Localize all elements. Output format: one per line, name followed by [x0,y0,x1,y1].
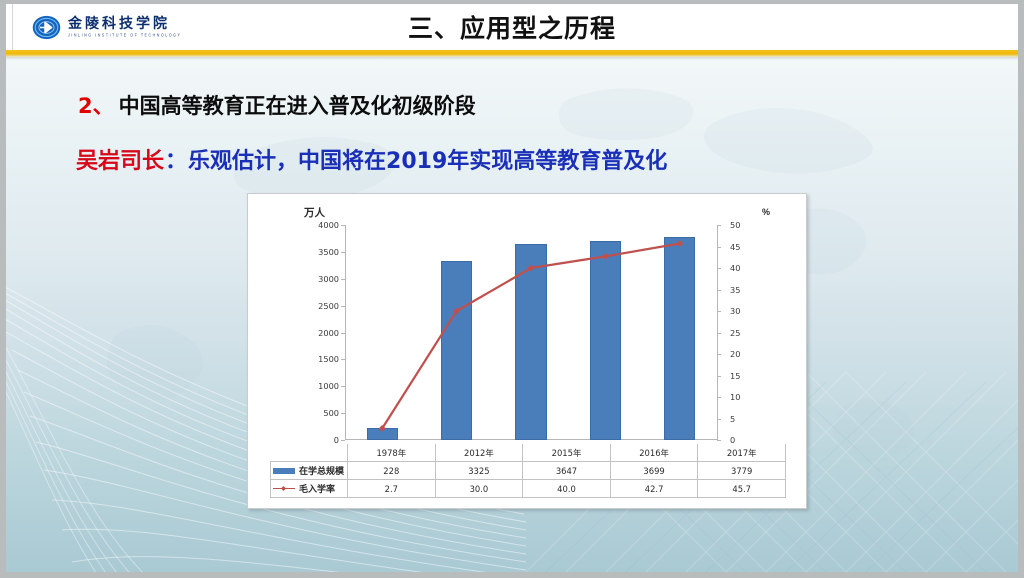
headline: 2、 中国高等教育正在进入普及化初级阶段 [78,90,476,120]
cell-在学总规模-1978年: 228 [347,461,436,480]
table-header-2012年: 2012年 [434,444,524,462]
y2-tick-mark [717,289,721,291]
quote-text: 乐观估计，中国将在2019年实现高等教育普及化 [188,149,668,174]
y-tick-label: 1000 [318,381,339,392]
series-legend-在学总规模: 在学总规模 [270,461,348,480]
y2-tick-mark [717,225,721,226]
y-tick-label: 2000 [318,327,339,338]
cell-在学总规模-2017年: 3779 [697,461,786,480]
cell-在学总规模-2015年: 3647 [522,461,611,480]
y-tick-mark [341,278,345,280]
y-tick-mark [341,359,345,361]
y-tick-label: 1500 [318,354,339,365]
bar-swatch-icon [273,467,295,474]
line-marker-2017年 [676,240,684,247]
header-gold-rule [6,50,1018,57]
y-tick-label: 2500 [318,300,339,311]
plot-area: 4000 3500 3000 2500 2000 1500 1000 500 0 50 45 40 3… [318,220,740,445]
headline-number: 2、 [78,94,114,118]
line-swatch-icon [273,485,295,492]
y2-tick-label: 25 [730,327,741,338]
y2-tick-label: 0 [730,435,736,445]
logo-chinese-name: 金陵科技学院 [68,16,170,33]
y2-tick-label: 10 [730,392,741,402]
series-label: 毛入学率 [299,485,336,495]
cell-毛入学率-2016年: 42.7 [609,479,699,498]
institution-logo: 金陵科技学院 JINLING INSTITUTE OF TECHNOLOGY [32,13,181,42]
logo-english-name: JINLING INSTITUTE OF TECHNOLOGY [68,32,182,38]
table-header-2015年: 2015年 [522,444,611,462]
table-corner-cell [271,444,348,462]
y2-tick-label: 50 [730,220,741,230]
table-row: 在学总规模 228 3325 3647 3699 3779 [270,461,786,480]
cell-毛入学率-2017年: 45.7 [697,479,786,498]
y2-tick-mark [717,418,721,420]
series-label: 在学总规模 [299,467,345,477]
header-rule-shadow [6,57,1018,60]
table-header-row: 1978年 2012年 2015年 2016年 2017年 [271,444,786,462]
table-header-2017年: 2017年 [697,444,786,462]
y-tick-label: 3500 [318,246,339,257]
y2-tick-mark [717,375,721,377]
y2-tick-mark [717,354,721,355]
cell-毛入学率-2015年: 40.0 [522,479,611,498]
slide-canvas: 金陵科技学院 JINLING INSTITUTE OF TECHNOLOGY 三… [6,4,1018,572]
y2-tick-label: 30 [730,306,741,316]
line-series [378,240,684,432]
y2-tick-label: 35 [730,284,741,295]
y2-tick-mark [717,268,721,269]
y2-tick-label: 40 [730,263,741,273]
line-marker-2015年 [527,264,535,272]
cell-毛入学率-1978年: 2.7 [347,479,436,498]
table-header-1978年: 1978年 [347,444,436,462]
bar-2015年 [515,243,547,440]
quote-line: 吴岩司长：乐观估计，中国将在2019年实现高等教育普及化 [76,143,667,175]
y-tick-mark [341,413,345,415]
page-title: 三、应用型之历程 [407,14,616,43]
header-left-divider [12,4,13,50]
bar-2016年 [589,241,621,440]
y-tick-label: 3000 [318,273,339,284]
y2-tick-mark [717,246,721,248]
y-axis-unit-label: 万人 [304,207,325,219]
y2-tick-label: 5 [730,413,736,424]
y-tick-label: 0 [333,435,339,445]
y2-tick-mark [717,332,721,334]
headline-text: 中国高等教育正在进入普及化初级阶段 [118,94,476,118]
y-tick-mark [341,251,345,253]
y2-tick-mark [717,311,721,312]
slide-header: 金陵科技学院 JINLING INSTITUTE OF TECHNOLOGY 三… [6,4,1018,50]
y2-axis-unit-label: % [761,207,770,217]
logo-emblem-icon [32,13,61,42]
chart-panel: 万人 % 4000 3500 3000 2500 2000 1500 1000 500 0 50… [247,193,807,509]
table-row: 毛入学率 2.7 30.0 40.0 42.7 45.7 [270,479,786,498]
y2-tick-label: 15 [730,370,741,381]
line-marker-1978年 [378,424,386,432]
bar-2012年 [440,261,473,440]
cell-毛入学率-2012年: 30.0 [434,479,524,498]
y2-tick-label: 45 [730,241,741,252]
series-legend-毛入学率: 毛入学率 [270,479,348,498]
y-tick-mark [341,305,345,307]
line-marker-2016年 [602,252,609,260]
bar-2017年 [664,236,696,440]
y-tick-mark [341,225,345,226]
y2-tick-label: 20 [730,349,741,359]
line-marker-2012年 [453,307,460,315]
slide-content: 2、 中国高等教育正在进入普及化初级阶段 吴岩司长：乐观估计，中国将在2019年实… [6,4,1018,572]
cell-在学总规模-2016年: 3699 [609,461,699,480]
y-tick-mark [341,386,345,388]
y-tick-label: 500 [323,408,339,419]
y-tick-mark [341,440,345,441]
y2-tick-mark [717,397,721,398]
y-tick-label: 4000 [318,220,339,230]
chart-data-table: 1978年 2012年 2015年 2016年 2017年 在学总规模 228 3325 364… [270,444,786,498]
y2-tick-mark [717,440,721,441]
y-tick-mark [341,332,345,334]
cell-在学总规模-2012年: 3325 [434,461,524,480]
table-header-2016年: 2016年 [609,444,699,462]
quote-colon: ： [165,149,188,174]
quote-speaker: 吴岩司长 [76,149,165,174]
